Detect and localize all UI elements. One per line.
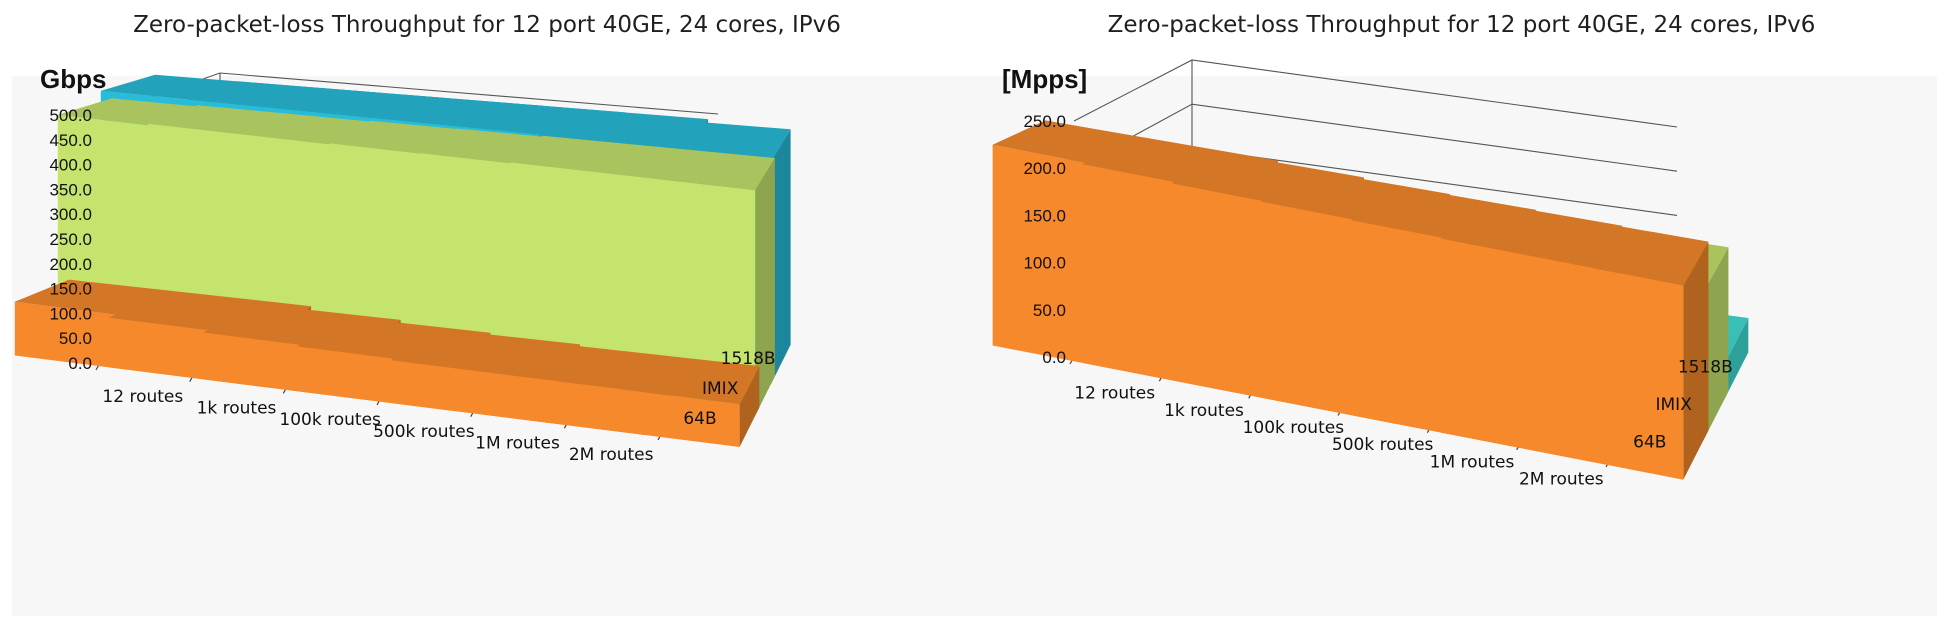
y-unit-label: [Mpps] [1002, 64, 1087, 94]
bars [992, 120, 1749, 480]
bar-side [1683, 241, 1709, 480]
y-tick-label: 350.0 [49, 180, 92, 199]
y-unit-label: Gbps [40, 64, 106, 94]
chart-svg-mpps: [Mpps] 0.0 50.0 100.0 150.0 200.0 250.0 12 rout… [992, 59, 1749, 489]
bar-side [739, 366, 760, 447]
chart-svg-gbps: Gbps 0.0 50.0 100.0 150.0 200.0 250.0 300.0 350.… [14, 64, 791, 465]
bar-side [1723, 318, 1749, 402]
series-label: 64B [1633, 432, 1666, 452]
bar-side [1703, 247, 1729, 441]
series-label: 64B [683, 409, 716, 429]
bar-top [485, 339, 760, 405]
x-category-label: 1k routes [197, 399, 277, 419]
gridline [1073, 59, 1678, 128]
bar-side [755, 158, 775, 416]
x-category-label: 12 routes [1074, 384, 1155, 404]
series-label: 1518B [1678, 358, 1733, 378]
y-tick-label: 100.0 [1023, 254, 1066, 273]
bar-front [485, 372, 740, 447]
series-label: 1518B [721, 349, 776, 369]
y-tick-label: 50.0 [59, 329, 92, 348]
y-tick-label: 150.0 [1023, 206, 1066, 225]
bar-top [535, 111, 791, 162]
x-category-label: 500k routes [1332, 435, 1434, 455]
bar-side [770, 129, 791, 385]
y-tick-label: 50.0 [1033, 301, 1066, 320]
x-category-label: 12 routes [102, 387, 183, 407]
bar [485, 339, 760, 447]
y-tick-label: 100.0 [49, 304, 92, 323]
series-label: IMIX [1656, 395, 1693, 415]
bars [14, 74, 791, 447]
bar-top [1441, 201, 1709, 286]
x-category-label: 2M routes [569, 445, 654, 465]
x-category-label: 1M routes [475, 434, 560, 454]
x-category-label: 100k routes [279, 410, 381, 430]
y-tick-label: 250.0 [49, 230, 92, 249]
y-tick-label: 400.0 [49, 156, 92, 175]
y-tick-label: 0.0 [1042, 348, 1066, 367]
y-tick-label: 250.0 [1023, 112, 1066, 131]
y-tick-label: 200.0 [1023, 159, 1066, 178]
x-category-label: 100k routes [1243, 418, 1345, 438]
bar [1441, 201, 1709, 480]
bar-front [1441, 238, 1684, 480]
chart-title: Zero-packet-loss Throughput for 12 port … [1107, 12, 1816, 38]
chart-left-gbps: Zero-packet-loss Throughput for 12 port … [0, 0, 974, 631]
x-category-label: 2M routes [1519, 469, 1604, 489]
x-category-label: 500k routes [373, 422, 475, 442]
chart-right-mpps: Zero-packet-loss Throughput for 12 port … [974, 0, 1949, 631]
x-category-label: 1M routes [1430, 452, 1515, 472]
y-tick-label: 200.0 [49, 255, 92, 274]
series-label: IMIX [702, 379, 739, 399]
y-tick-label: 450.0 [49, 131, 92, 150]
x-category-label: 1k routes [1164, 401, 1244, 421]
y-tick-label: 150.0 [49, 280, 92, 299]
chart-title: Zero-packet-loss Throughput for 12 port … [133, 12, 841, 38]
y-tick-label: 0.0 [68, 354, 92, 373]
y-tick-label: 500.0 [49, 106, 92, 125]
y-tick-label: 300.0 [49, 205, 92, 224]
labels: [Mpps] 0.0 50.0 100.0 150.0 200.0 250.0 12 rout… [1002, 64, 1733, 489]
bar-top [510, 135, 775, 191]
labels: Gbps 0.0 50.0 100.0 150.0 200.0 250.0 300.0 350.… [40, 64, 776, 465]
